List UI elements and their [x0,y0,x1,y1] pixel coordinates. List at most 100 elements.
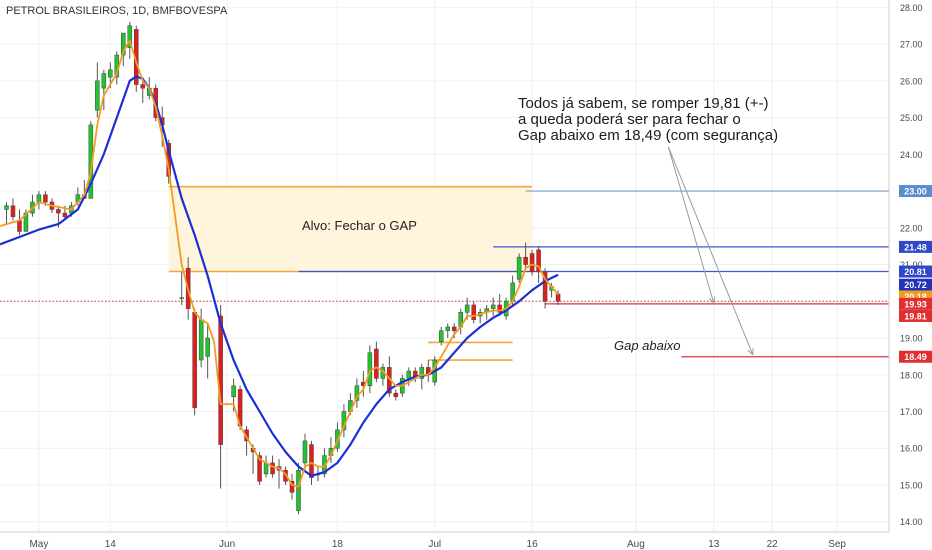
candle-body [471,304,476,320]
candle-79 [536,246,541,283]
candle-body [497,304,502,313]
price-label-bg [899,309,932,322]
price-label-text: 20.81 [904,267,927,277]
candle-body [555,293,561,302]
candle-body [121,32,126,56]
main-annotation: Todos já sabem, se romper 19,81 (+-) a q… [518,96,778,144]
candle-body [56,209,61,214]
price-label-2: 20.81 [899,265,932,278]
candle-body [192,312,197,409]
price-label-7: 18.49 [899,350,932,363]
candle-77 [523,242,528,269]
candle-body [270,462,275,475]
candle-15 [101,69,107,111]
candle-80 [542,268,548,309]
candle-body [438,330,444,342]
candle-36 [257,451,262,485]
price-label-bg [899,185,932,198]
candle-30 [205,323,210,379]
candle-body [108,69,113,78]
candle-body [10,205,16,218]
price-label-text: 18.49 [904,352,927,362]
candle-body [445,326,451,331]
price-label-6: 19.81 [899,309,932,322]
y-tick-label-13: 27.00 [900,40,923,50]
price-label-bg [899,240,932,253]
candle-body [218,315,223,445]
y-tick-label-1: 15.00 [900,480,923,490]
candle-body [374,348,379,379]
candle-43 [302,433,308,471]
candle-53 [367,345,373,394]
price-label-text: 20.18 [904,292,927,302]
candle-76 [516,253,522,283]
candle-body [179,297,184,299]
price-label-bg [899,350,932,363]
candle-26 [179,271,184,305]
candle-65 [445,323,451,339]
candle-body [127,25,133,49]
candle-69 [471,301,476,324]
x-tick-label-8: 22 [767,539,779,550]
candle-0 [4,202,9,225]
ema-blue-line [0,75,559,477]
candle-73 [497,293,502,316]
candle-body [354,385,360,401]
candle-41 [289,473,295,500]
y-tick-label-7: 21.00 [900,260,923,270]
price-label-5: 19.93 [899,297,932,310]
candle-body [529,253,535,273]
candle-body [516,256,522,280]
candle-51 [354,378,360,408]
candle-body [257,455,262,482]
price-label-text: 20.72 [904,280,927,290]
main-annotation-line-1: Todos já sabem, se romper 19,81 (+-) [518,95,769,112]
target-zone-box [168,186,533,272]
y-tick-label-14: 28.00 [900,3,923,13]
x-tick-label-9: Sep [828,539,846,550]
x-tick-label-1: 14 [105,539,117,550]
candle-body [523,256,528,265]
candle-body [464,304,470,313]
arrow-1 [667,146,752,355]
candle-body [309,444,314,478]
chart-title: PETROL BRASILEIROS, 1D, BMFBOVESPA [6,5,228,17]
price-label-bg [899,265,932,278]
candle-body [205,337,210,357]
x-tick-label-3: 18 [332,539,344,550]
candle-body [4,205,9,210]
y-tick-label-11: 25.00 [900,113,923,123]
gap-annotation: Gap abaixo [614,338,681,353]
price-label-text: 23.00 [904,187,927,197]
x-tick-label-7: 13 [708,539,720,550]
candle-28 [192,308,197,416]
candle-body [17,220,22,232]
y-tick-label-3: 17.00 [900,407,923,417]
candle-body [289,481,295,493]
candle-72 [490,297,496,316]
candle-body [140,84,146,89]
x-tick-label-5: 16 [527,539,539,550]
y-tick-label-2: 16.00 [900,444,923,454]
main-annotation-line-3: Gap abaixo em 18,49 (com segurança) [518,127,779,144]
candle-body [393,392,399,398]
y-tick-label-0: 14.00 [900,517,923,527]
candle-18 [121,32,126,67]
candle-body [406,370,412,379]
y-tick-label-12: 26.00 [900,76,923,86]
candle-78 [529,249,535,276]
candle-body [490,304,496,309]
price-label-3: 20.72 [899,278,932,291]
price-label-text: 21.48 [904,242,927,252]
candle-body [36,194,42,203]
candle-body [296,470,301,511]
price-label-text: 19.81 [904,311,927,321]
price-label-text: 19.93 [904,299,927,309]
y-tick-label-10: 24.00 [900,150,923,160]
y-tick-label-4: 18.00 [900,370,923,380]
candle-body [542,271,548,302]
y-tick-label-8: 22.00 [900,223,923,233]
x-tick-label-2: Jun [219,539,235,550]
